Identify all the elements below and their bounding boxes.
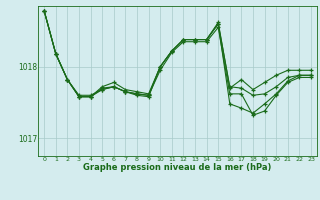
X-axis label: Graphe pression niveau de la mer (hPa): Graphe pression niveau de la mer (hPa) bbox=[84, 163, 272, 172]
